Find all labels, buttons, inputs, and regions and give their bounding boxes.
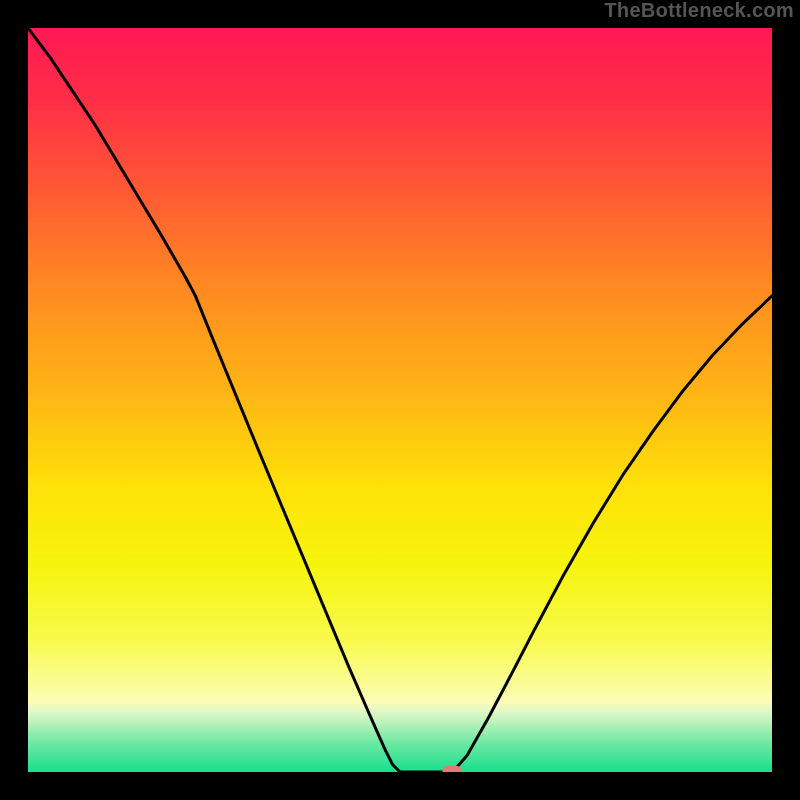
bottleneck-chart [0,0,800,800]
plot-gradient-background [28,28,772,772]
chart-stage: TheBottleneck.com [0,0,800,800]
